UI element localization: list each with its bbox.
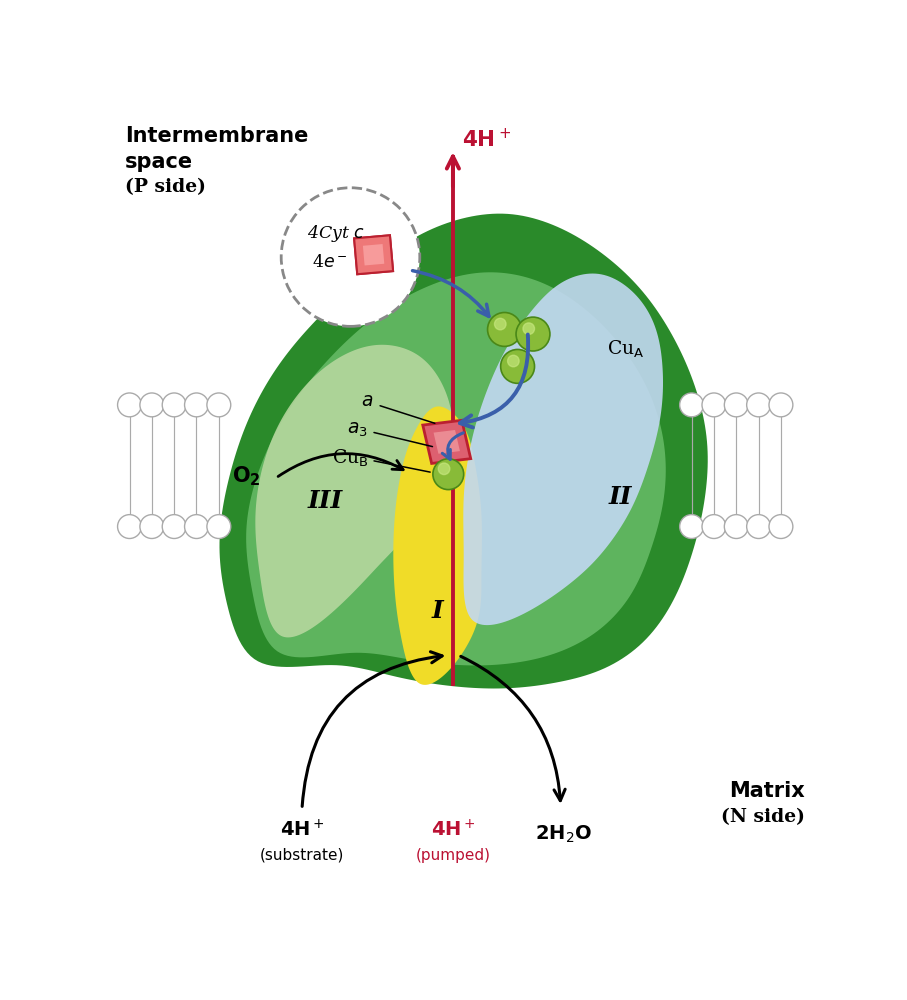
- Text: 4$e^-$: 4$e^-$: [312, 254, 347, 271]
- Text: 4H$^+$: 4H$^+$: [463, 128, 512, 151]
- Circle shape: [702, 393, 726, 417]
- Circle shape: [702, 515, 726, 538]
- Polygon shape: [363, 244, 385, 265]
- Text: $a$: $a$: [361, 392, 374, 410]
- Text: Cu$_\mathrm{B}$: Cu$_\mathrm{B}$: [332, 448, 368, 469]
- Text: Cu$_\mathrm{A}$: Cu$_\mathrm{A}$: [607, 339, 644, 360]
- Text: $\mathbf{O_2}$: $\mathbf{O_2}$: [231, 464, 260, 488]
- Circle shape: [438, 463, 450, 475]
- Circle shape: [433, 459, 463, 490]
- Text: 2H$_2$O: 2H$_2$O: [535, 824, 592, 845]
- Text: (substrate): (substrate): [259, 848, 344, 863]
- Text: Intermembrane: Intermembrane: [125, 126, 308, 146]
- Text: space: space: [125, 152, 193, 172]
- Circle shape: [679, 393, 704, 417]
- Text: III: III: [307, 489, 343, 513]
- Circle shape: [162, 515, 186, 538]
- Polygon shape: [394, 406, 482, 685]
- Circle shape: [140, 515, 164, 538]
- Polygon shape: [354, 235, 393, 274]
- Circle shape: [746, 393, 771, 417]
- Circle shape: [207, 515, 230, 538]
- Circle shape: [725, 393, 748, 417]
- Text: Matrix: Matrix: [729, 781, 805, 801]
- Text: 4H$^+$: 4H$^+$: [431, 819, 475, 841]
- Circle shape: [184, 515, 209, 538]
- Circle shape: [769, 393, 793, 417]
- Circle shape: [494, 318, 506, 330]
- Text: I: I: [432, 599, 444, 623]
- Circle shape: [523, 323, 534, 334]
- Circle shape: [488, 312, 522, 346]
- Circle shape: [508, 355, 519, 367]
- Polygon shape: [363, 244, 385, 265]
- Polygon shape: [434, 430, 460, 454]
- Polygon shape: [246, 272, 666, 665]
- Text: (P side): (P side): [125, 179, 206, 197]
- Circle shape: [769, 515, 793, 538]
- Text: (N side): (N side): [721, 808, 805, 826]
- Circle shape: [679, 515, 704, 538]
- Circle shape: [118, 393, 141, 417]
- Polygon shape: [423, 420, 471, 463]
- Circle shape: [516, 317, 550, 351]
- Polygon shape: [219, 214, 707, 689]
- Text: (pumped): (pumped): [415, 848, 491, 863]
- Polygon shape: [256, 345, 453, 637]
- Text: 4H$^+$: 4H$^+$: [279, 819, 325, 841]
- Circle shape: [118, 515, 141, 538]
- Circle shape: [162, 393, 186, 417]
- Text: 4Cyt $c$: 4Cyt $c$: [307, 223, 365, 244]
- Circle shape: [725, 515, 748, 538]
- Circle shape: [501, 349, 534, 383]
- Polygon shape: [354, 235, 393, 274]
- Text: $a_3$: $a_3$: [347, 420, 368, 439]
- Circle shape: [746, 515, 771, 538]
- Circle shape: [184, 393, 209, 417]
- Text: II: II: [609, 485, 632, 509]
- Polygon shape: [463, 274, 663, 625]
- Circle shape: [207, 393, 230, 417]
- Circle shape: [140, 393, 164, 417]
- Circle shape: [281, 188, 420, 326]
